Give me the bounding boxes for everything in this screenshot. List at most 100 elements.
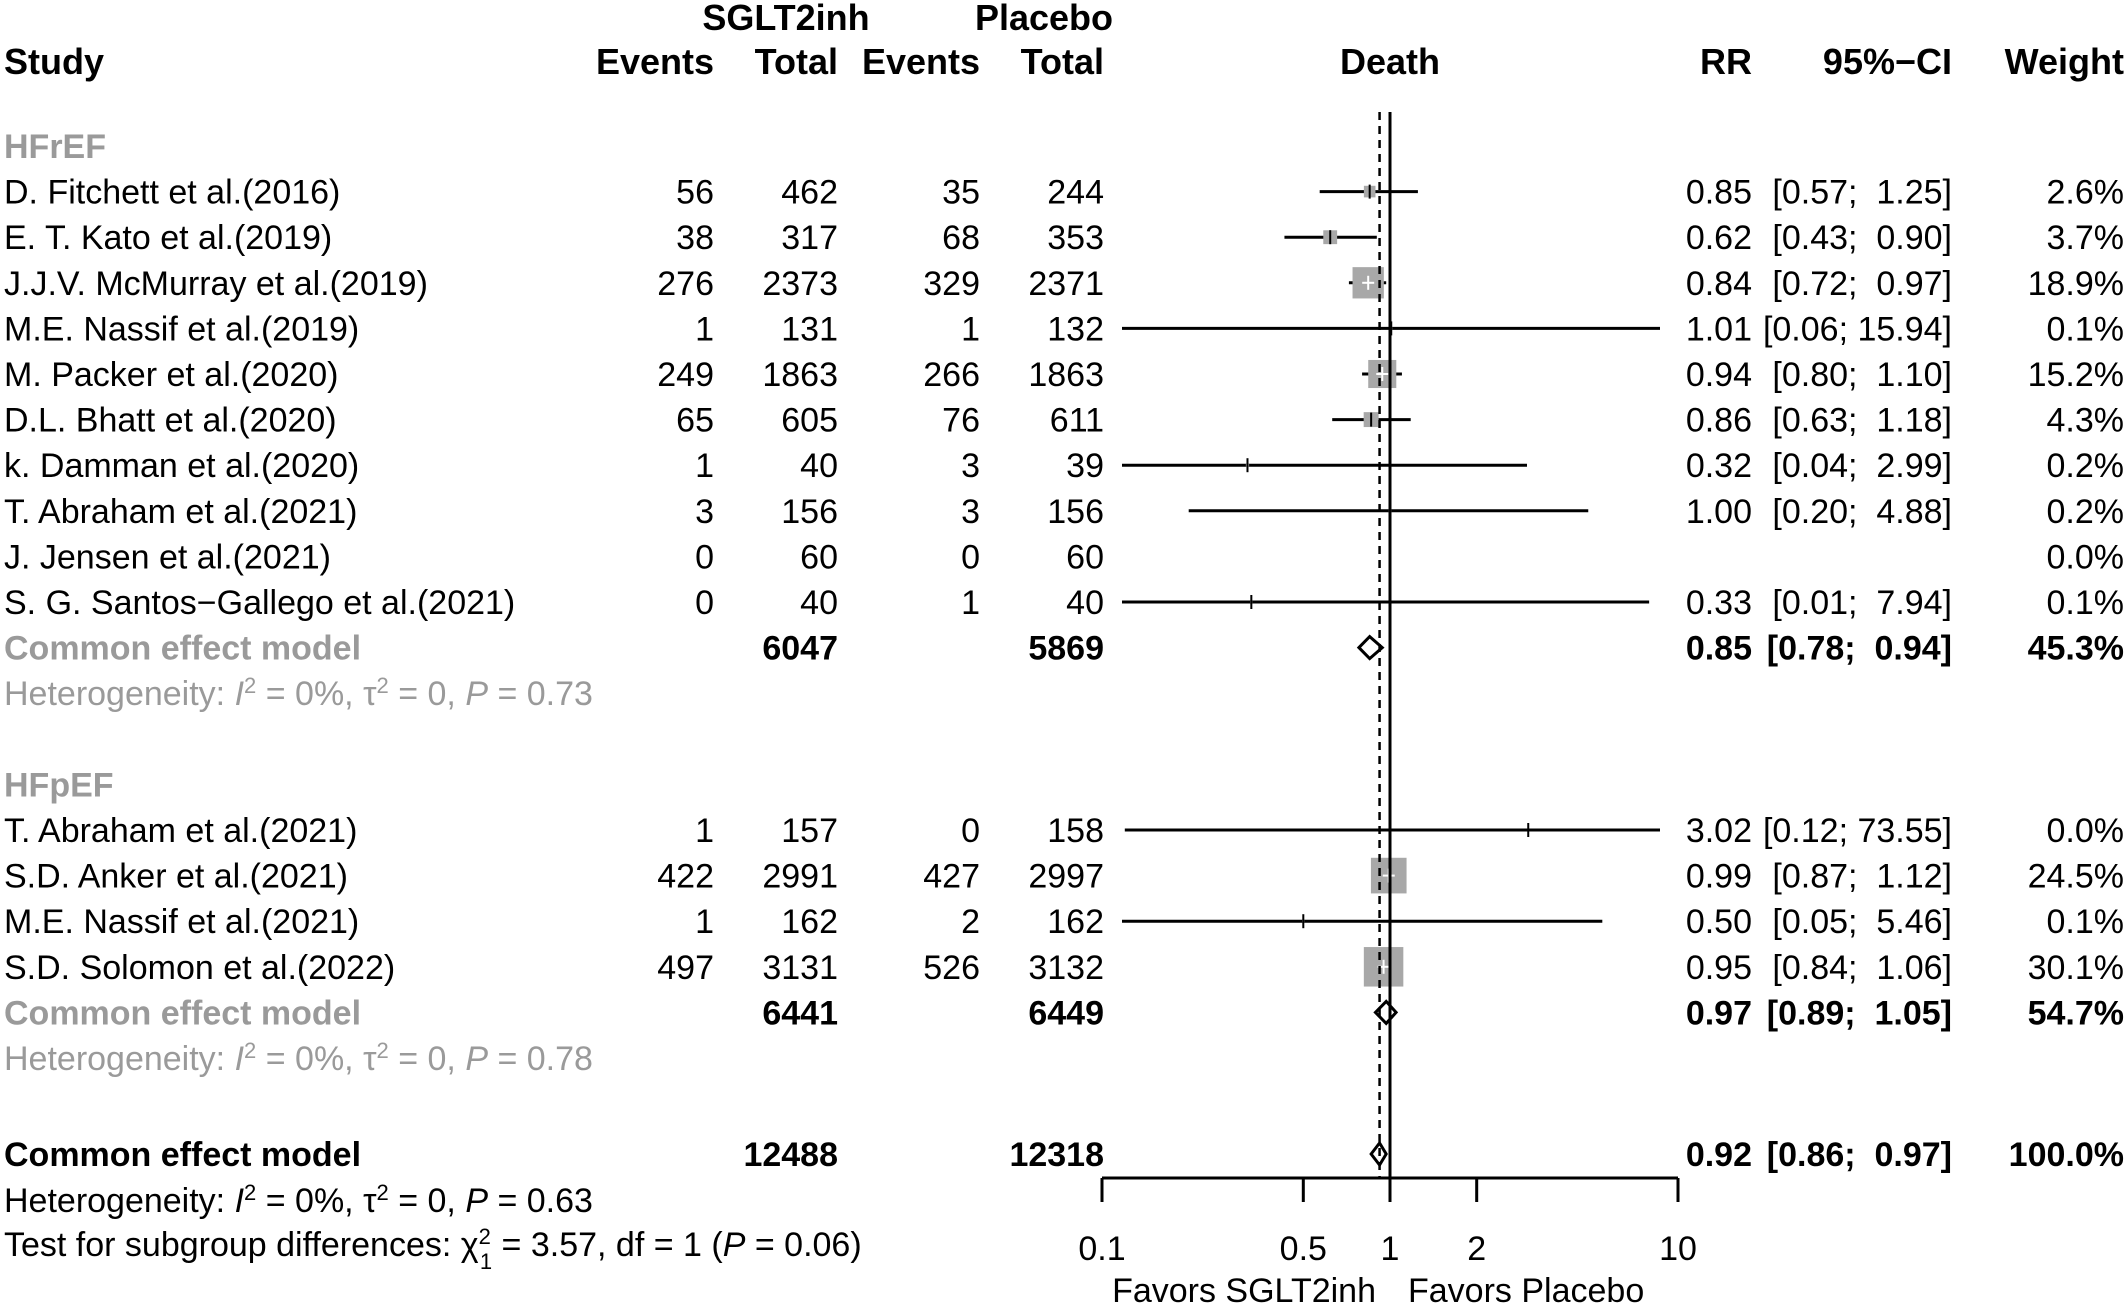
pooled-diamond xyxy=(1373,999,1399,1026)
study-name: D.L. Bhatt et al.(2020) xyxy=(4,402,337,440)
total-placebo: 158 xyxy=(1047,812,1104,850)
events-sglt2: 1 xyxy=(695,903,714,941)
ci-value: [0.20; 4.88] xyxy=(1772,493,1952,531)
study-row: S. G. Santos−Gallego et al.(2021) 0 40 1 40 0… xyxy=(4,584,2124,622)
pooled-total-placebo: 12318 xyxy=(1009,1136,1104,1174)
study-name: S.D. Anker et al.(2021) xyxy=(4,858,348,896)
study-row: D.L. Bhatt et al.(2020) 65 605 76 611 0.86 [0.… xyxy=(4,402,2124,440)
events-placebo: 76 xyxy=(942,402,980,440)
pooled-total-placebo: 6449 xyxy=(1028,994,1104,1032)
ci-value: [0.06; 15.94] xyxy=(1763,310,1952,348)
study-row: T. Abraham et al.(2021) 3 156 3 156 1.00 [0.20… xyxy=(4,493,2124,531)
subgroup-heterogeneity: Heterogeneity: I2 = 0%, τ2 = 0, P = 0.78 xyxy=(4,1038,593,1079)
pooled-rr: 0.97 xyxy=(1686,994,1752,1032)
total-sglt2: 2991 xyxy=(762,858,838,896)
pooled-rr: 0.92 xyxy=(1686,1136,1752,1174)
rr-value: 0.99 xyxy=(1686,858,1752,896)
weight-header: Weight xyxy=(2005,41,2124,82)
total-placebo: 156 xyxy=(1047,493,1104,531)
subgroup-label: HFrEF xyxy=(4,128,106,166)
events-sglt2: 56 xyxy=(676,174,714,212)
study-name: S.D. Solomon et al.(2022) xyxy=(4,949,395,987)
events2-header: Events xyxy=(862,41,980,82)
rr-value: 0.95 xyxy=(1686,949,1752,987)
weight-value: 4.3% xyxy=(2047,402,2125,440)
ci-value: [0.01; 7.94] xyxy=(1772,584,1952,622)
events-placebo: 3 xyxy=(961,493,980,531)
total-sglt2: 162 xyxy=(781,903,838,941)
overall-heterogeneity: Heterogeneity: I2 = 0%, τ2 = 0, P = 0.63 xyxy=(4,1180,593,1221)
total-sglt2: 60 xyxy=(800,538,838,576)
total1-header: Total xyxy=(755,41,838,82)
subgroup-pooled-row: Common effect model 6047 5869 0.85 [0.78; 0.… xyxy=(4,630,2124,668)
total-placebo: 132 xyxy=(1047,310,1104,348)
weight-value: 0.0% xyxy=(2047,538,2125,576)
weight-value: 0.1% xyxy=(2047,310,2125,348)
study-row: M.E. Nassif et al.(2019) 1 131 1 132 1.01 [0.0… xyxy=(4,310,2124,348)
study-name: D. Fitchett et al.(2016) xyxy=(4,174,340,212)
header: SGLT2inh Placebo Study Events Total Even… xyxy=(4,0,2124,82)
pooled-ci: [0.86; 0.97] xyxy=(1767,1136,1952,1174)
total-sglt2: 2373 xyxy=(762,265,838,303)
total-sglt2: 156 xyxy=(781,493,838,531)
ci-value: [0.72; 0.97] xyxy=(1772,265,1952,303)
ci-value: [0.04; 2.99] xyxy=(1772,447,1952,485)
total-sglt2: 3131 xyxy=(762,949,838,987)
favors-right-label: Favors Placebo xyxy=(1408,1272,1644,1308)
pooled-label: Common effect model xyxy=(4,630,361,668)
study-name: J.J.V. McMurray et al.(2019) xyxy=(4,265,428,303)
events-placebo: 427 xyxy=(923,858,980,896)
axis-tick-label: 2 xyxy=(1467,1230,1486,1268)
weight-value: 0.2% xyxy=(2047,493,2125,531)
weight-value: 0.1% xyxy=(2047,584,2125,622)
study-name: k. Damman et al.(2020) xyxy=(4,447,359,485)
events-sglt2: 276 xyxy=(657,265,714,303)
events1-header: Events xyxy=(596,41,714,82)
study-row: E. T. Kato et al.(2019) 38 317 68 353 0.62 [0.… xyxy=(4,219,2124,257)
plot-area xyxy=(1122,112,1660,1178)
events-sglt2: 65 xyxy=(676,402,714,440)
pooled-total-placebo: 5869 xyxy=(1028,630,1104,668)
events-sglt2: 1 xyxy=(695,310,714,348)
events-sglt2: 3 xyxy=(695,493,714,531)
pooled-rr: 0.85 xyxy=(1686,630,1752,668)
events-placebo: 1 xyxy=(961,310,980,348)
weight-value: 30.1% xyxy=(2028,949,2124,987)
pooled-diamond xyxy=(1369,1140,1388,1168)
ci-value: [0.84; 1.06] xyxy=(1772,949,1952,987)
subgroup-label: HFpEF xyxy=(4,766,114,804)
total-sglt2: 131 xyxy=(781,310,838,348)
pooled-ci: [0.78; 0.94] xyxy=(1767,630,1952,668)
rr-value: 1.01 xyxy=(1686,310,1752,348)
subgroup-heterogeneity: Heterogeneity: I2 = 0%, τ2 = 0, P = 0.73 xyxy=(4,673,593,714)
study-row: S.D. Anker et al.(2021) 422 2991 427 2997 0.9… xyxy=(4,858,2124,896)
study-row: J.J.V. McMurray et al.(2019) 276 2373 329 23… xyxy=(4,265,2124,303)
study-name: M. Packer et al.(2020) xyxy=(4,356,338,394)
pooled-label: Common effect model xyxy=(4,1136,361,1174)
group2-header: Placebo xyxy=(975,0,1113,38)
plot-title: Death xyxy=(1340,41,1440,82)
rr-value: 1.00 xyxy=(1686,493,1752,531)
pooled-ci: [0.89; 1.05] xyxy=(1767,994,1952,1032)
events-sglt2: 1 xyxy=(695,447,714,485)
ci-header: 95%−CI xyxy=(1823,41,1952,82)
overall-pooled-row: Common effect model 12488 12318 0.92 [0.86; … xyxy=(4,1136,2124,1174)
ci-value: [0.80; 1.10] xyxy=(1772,356,1952,394)
total-sglt2: 462 xyxy=(781,174,838,212)
total-placebo: 2997 xyxy=(1028,858,1104,896)
pooled-weight: 100.0% xyxy=(2009,1136,2124,1174)
x-axis: 0.1 0.5 1 2 10 Favors SGLT2inh Favors Placebo xyxy=(1078,1176,1697,1308)
table-rows: HFrEF D. Fitchett et al.(2016) 56 462 35 244 0… xyxy=(4,128,2124,1274)
study-row: J. Jensen et al.(2021) 0 60 0 60 0.0% xyxy=(4,538,2124,576)
weight-value: 0.0% xyxy=(2047,812,2125,850)
pooled-weight: 54.7% xyxy=(2028,994,2124,1032)
study-name: J. Jensen et al.(2021) xyxy=(4,538,331,576)
pooled-label: Common effect model xyxy=(4,994,361,1032)
rr-value: 0.85 xyxy=(1686,174,1752,212)
events-placebo: 1 xyxy=(961,584,980,622)
events-placebo: 68 xyxy=(942,219,980,257)
subgroup-test: Test for subgroup differences: χ2 1 = 3.5… xyxy=(4,1224,862,1274)
events-placebo: 526 xyxy=(923,949,980,987)
rr-value: 3.02 xyxy=(1686,812,1752,850)
